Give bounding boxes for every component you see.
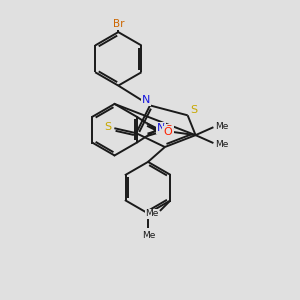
Text: O: O bbox=[164, 125, 173, 135]
Text: S: S bbox=[104, 122, 111, 132]
Text: Me: Me bbox=[214, 140, 228, 148]
Text: Me: Me bbox=[214, 122, 228, 131]
Text: Br: Br bbox=[112, 19, 124, 29]
Text: S: S bbox=[190, 105, 197, 116]
Text: Me: Me bbox=[142, 231, 156, 240]
Text: N: N bbox=[157, 123, 165, 133]
Text: Me: Me bbox=[145, 209, 159, 218]
Text: O: O bbox=[163, 127, 172, 137]
Text: N: N bbox=[142, 95, 150, 106]
